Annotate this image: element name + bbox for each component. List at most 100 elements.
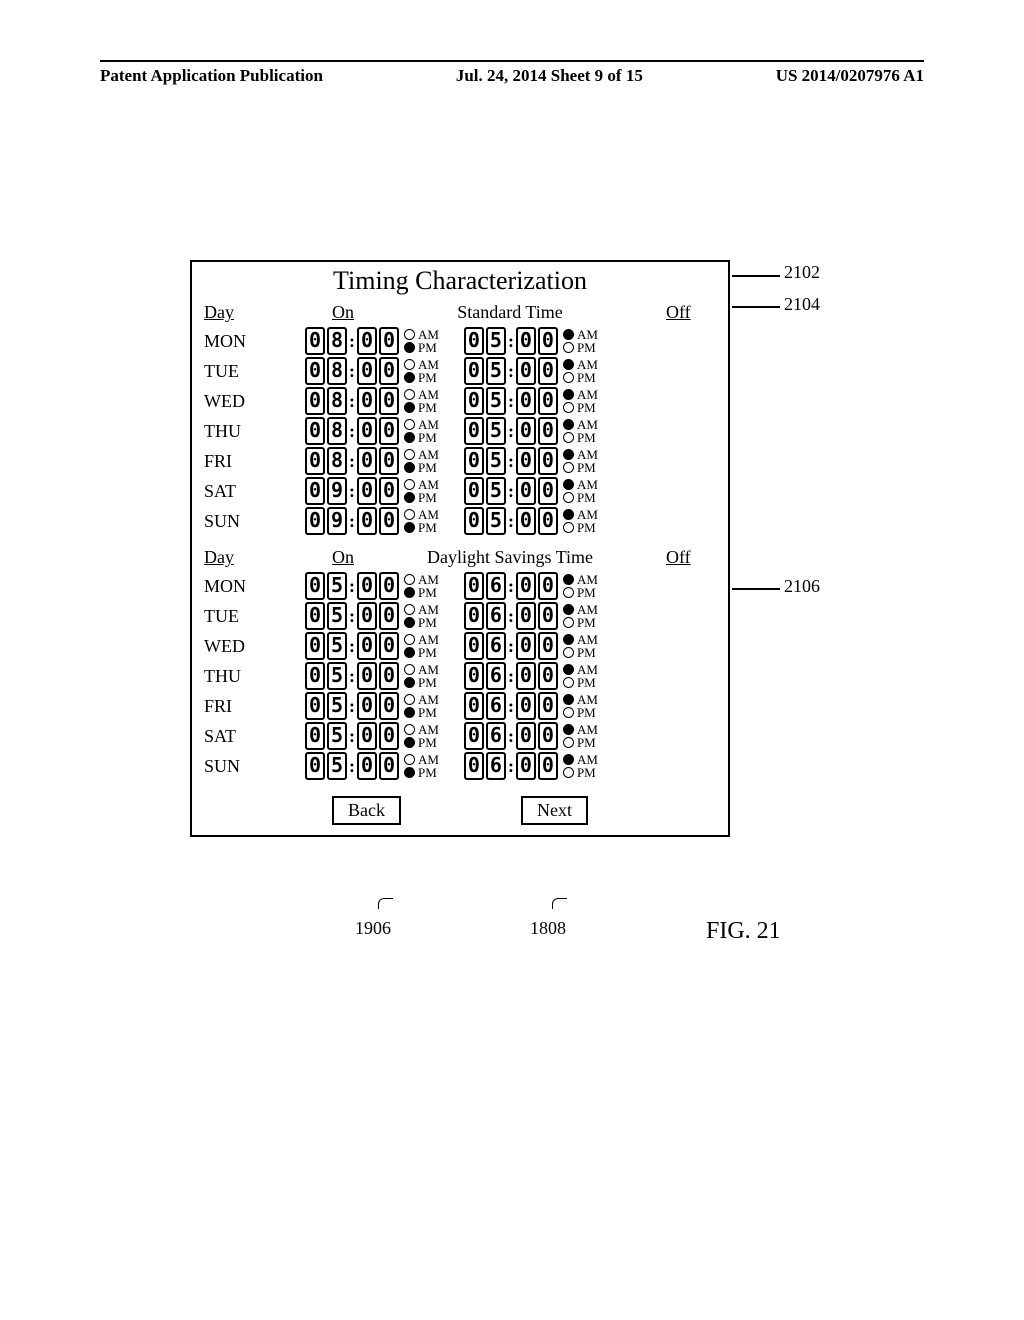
digit-input[interactable]: 5 xyxy=(486,417,506,445)
pm-radio[interactable]: PM xyxy=(563,586,598,599)
pm-radio[interactable]: PM xyxy=(563,646,598,659)
digit-input[interactable]: 0 xyxy=(464,632,484,660)
digit-input[interactable]: 0 xyxy=(357,447,377,475)
digit-input[interactable]: 5 xyxy=(486,477,506,505)
digit-input[interactable]: 0 xyxy=(379,417,399,445)
digit-input[interactable]: 8 xyxy=(327,357,347,385)
digit-input[interactable]: 5 xyxy=(327,662,347,690)
digit-input[interactable]: 0 xyxy=(357,632,377,660)
pm-radio[interactable]: PM xyxy=(563,461,598,474)
digit-input[interactable]: 0 xyxy=(305,477,325,505)
digit-input[interactable]: 0 xyxy=(464,662,484,690)
next-button[interactable]: Next xyxy=(521,796,588,825)
digit-input[interactable]: 0 xyxy=(305,752,325,780)
digit-input[interactable]: 0 xyxy=(357,722,377,750)
digit-input[interactable]: 5 xyxy=(486,507,506,535)
pm-radio[interactable]: PM xyxy=(563,766,598,779)
digit-input[interactable]: 0 xyxy=(464,327,484,355)
digit-input[interactable]: 0 xyxy=(379,327,399,355)
digit-input[interactable]: 0 xyxy=(464,447,484,475)
digit-input[interactable]: 0 xyxy=(464,507,484,535)
pm-radio[interactable]: PM xyxy=(563,491,598,504)
digit-input[interactable]: 0 xyxy=(379,722,399,750)
digit-input[interactable]: 0 xyxy=(538,662,558,690)
digit-input[interactable]: 0 xyxy=(464,602,484,630)
digit-input[interactable]: 0 xyxy=(305,507,325,535)
digit-input[interactable]: 0 xyxy=(516,387,536,415)
digit-input[interactable]: 5 xyxy=(327,692,347,720)
digit-input[interactable]: 0 xyxy=(357,692,377,720)
digit-input[interactable]: 0 xyxy=(357,417,377,445)
digit-input[interactable]: 0 xyxy=(464,357,484,385)
pm-radio[interactable]: PM xyxy=(563,371,598,384)
digit-input[interactable]: 0 xyxy=(379,692,399,720)
digit-input[interactable]: 0 xyxy=(516,632,536,660)
digit-input[interactable]: 0 xyxy=(357,662,377,690)
pm-radio[interactable]: PM xyxy=(404,491,439,504)
digit-input[interactable]: 6 xyxy=(486,602,506,630)
pm-radio[interactable]: PM xyxy=(404,676,439,689)
digit-input[interactable]: 0 xyxy=(538,602,558,630)
digit-input[interactable]: 0 xyxy=(538,722,558,750)
digit-input[interactable]: 6 xyxy=(486,572,506,600)
digit-input[interactable]: 0 xyxy=(516,722,536,750)
digit-input[interactable]: 5 xyxy=(327,752,347,780)
digit-input[interactable]: 0 xyxy=(379,602,399,630)
pm-radio[interactable]: PM xyxy=(563,431,598,444)
digit-input[interactable]: 0 xyxy=(379,357,399,385)
digit-input[interactable]: 6 xyxy=(486,662,506,690)
digit-input[interactable]: 0 xyxy=(379,632,399,660)
pm-radio[interactable]: PM xyxy=(404,521,439,534)
pm-radio[interactable]: PM xyxy=(404,586,439,599)
pm-radio[interactable]: PM xyxy=(563,521,598,534)
digit-input[interactable]: 5 xyxy=(486,447,506,475)
digit-input[interactable]: 8 xyxy=(327,327,347,355)
digit-input[interactable]: 9 xyxy=(327,477,347,505)
digit-input[interactable]: 0 xyxy=(538,387,558,415)
digit-input[interactable]: 6 xyxy=(486,752,506,780)
digit-input[interactable]: 0 xyxy=(305,357,325,385)
digit-input[interactable]: 0 xyxy=(538,327,558,355)
pm-radio[interactable]: PM xyxy=(404,371,439,384)
digit-input[interactable]: 0 xyxy=(538,632,558,660)
pm-radio[interactable]: PM xyxy=(404,431,439,444)
digit-input[interactable]: 8 xyxy=(327,417,347,445)
digit-input[interactable]: 0 xyxy=(516,572,536,600)
digit-input[interactable]: 0 xyxy=(464,477,484,505)
digit-input[interactable]: 8 xyxy=(327,447,347,475)
digit-input[interactable]: 0 xyxy=(305,722,325,750)
digit-input[interactable]: 0 xyxy=(305,327,325,355)
digit-input[interactable]: 5 xyxy=(486,327,506,355)
digit-input[interactable]: 0 xyxy=(516,417,536,445)
digit-input[interactable]: 0 xyxy=(464,387,484,415)
digit-input[interactable]: 6 xyxy=(486,632,506,660)
digit-input[interactable]: 0 xyxy=(379,752,399,780)
digit-input[interactable]: 0 xyxy=(379,447,399,475)
digit-input[interactable]: 0 xyxy=(516,477,536,505)
digit-input[interactable]: 0 xyxy=(538,447,558,475)
pm-radio[interactable]: PM xyxy=(563,706,598,719)
digit-input[interactable]: 0 xyxy=(357,477,377,505)
back-button[interactable]: Back xyxy=(332,796,401,825)
digit-input[interactable]: 5 xyxy=(486,357,506,385)
digit-input[interactable]: 0 xyxy=(538,572,558,600)
pm-radio[interactable]: PM xyxy=(404,461,439,474)
pm-radio[interactable]: PM xyxy=(404,616,439,629)
digit-input[interactable]: 0 xyxy=(357,572,377,600)
digit-input[interactable]: 0 xyxy=(516,507,536,535)
digit-input[interactable]: 5 xyxy=(327,572,347,600)
pm-radio[interactable]: PM xyxy=(563,676,598,689)
digit-input[interactable]: 0 xyxy=(538,507,558,535)
pm-radio[interactable]: PM xyxy=(404,646,439,659)
digit-input[interactable]: 0 xyxy=(305,387,325,415)
digit-input[interactable]: 0 xyxy=(379,507,399,535)
digit-input[interactable]: 0 xyxy=(379,387,399,415)
digit-input[interactable]: 0 xyxy=(516,447,536,475)
pm-radio[interactable]: PM xyxy=(404,341,439,354)
pm-radio[interactable]: PM xyxy=(404,766,439,779)
digit-input[interactable]: 0 xyxy=(538,417,558,445)
pm-radio[interactable]: PM xyxy=(563,736,598,749)
digit-input[interactable]: 0 xyxy=(538,752,558,780)
digit-input[interactable]: 0 xyxy=(357,387,377,415)
digit-input[interactable]: 0 xyxy=(516,327,536,355)
